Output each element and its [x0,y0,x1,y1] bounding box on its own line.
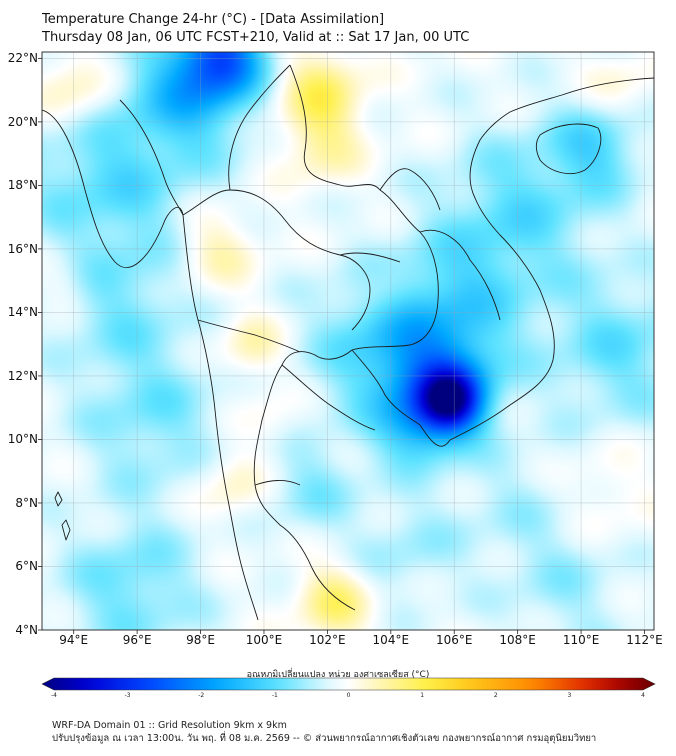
lon-label: 96°E [122,633,152,647]
colorbar-tick: 3 [567,692,572,699]
lon-label: 110°E [562,633,600,647]
chart-subtitle: Thursday 08 Jan, 06 UTC FCST+210, Valid … [42,30,470,45]
colorbar-tick: 0 [346,692,351,699]
lat-label: 16°N [7,241,38,256]
lat-label: 14°N [7,305,38,320]
colorbar-tick: 2 [493,692,498,699]
lon-label: 102°E [309,633,346,647]
chart-title: Temperature Change 24-hr (°C) - [Data As… [42,12,385,27]
lon-label: 100°E [245,633,283,647]
lon-label: 106°E [435,633,473,647]
coastlines-and-borders [42,64,654,621]
lat-lon-gridlines [42,52,654,630]
lon-label: 112°E [626,633,663,647]
colorbar-label: อุณหภูมิเปลี่ยนแปลง หน่วย องศาเซลเซียส (… [246,670,430,680]
axis-ticks [38,57,645,634]
lat-label: 10°N [7,432,38,447]
colorbar-tick: -4 [51,692,57,699]
lat-label: 18°N [7,178,38,193]
lat-label: 8°N [15,495,38,510]
lat-label: 4°N [15,623,38,637]
colorbar-tick: 1 [420,692,425,699]
lon-label: 104°E [372,633,410,647]
colorbar-tick: -1 [271,692,278,699]
lat-label: 12°N [7,368,38,383]
colorbar [41,677,656,691]
map-frame [41,51,655,631]
lon-label: 108°E [499,633,536,647]
lat-label: 6°N [15,559,38,574]
lon-label: 98°E [186,633,215,647]
colorbar-tick: -2 [198,692,205,699]
colorbar-tick: -3 [124,692,131,699]
lon-label: 94°E [59,633,89,647]
lat-label: 22°N [7,51,38,66]
colorbar-tick: 4 [641,692,645,699]
footer-model-info: WRF-DA Domain 01 :: Grid Resolution 9km … [52,720,287,731]
lat-label: 20°N [7,114,38,129]
footer-update-info: ปรับปรุงข้อมูล ณ เวลา 13:00น. วัน พฤ. ที… [52,733,597,744]
temperature-field [42,52,654,630]
